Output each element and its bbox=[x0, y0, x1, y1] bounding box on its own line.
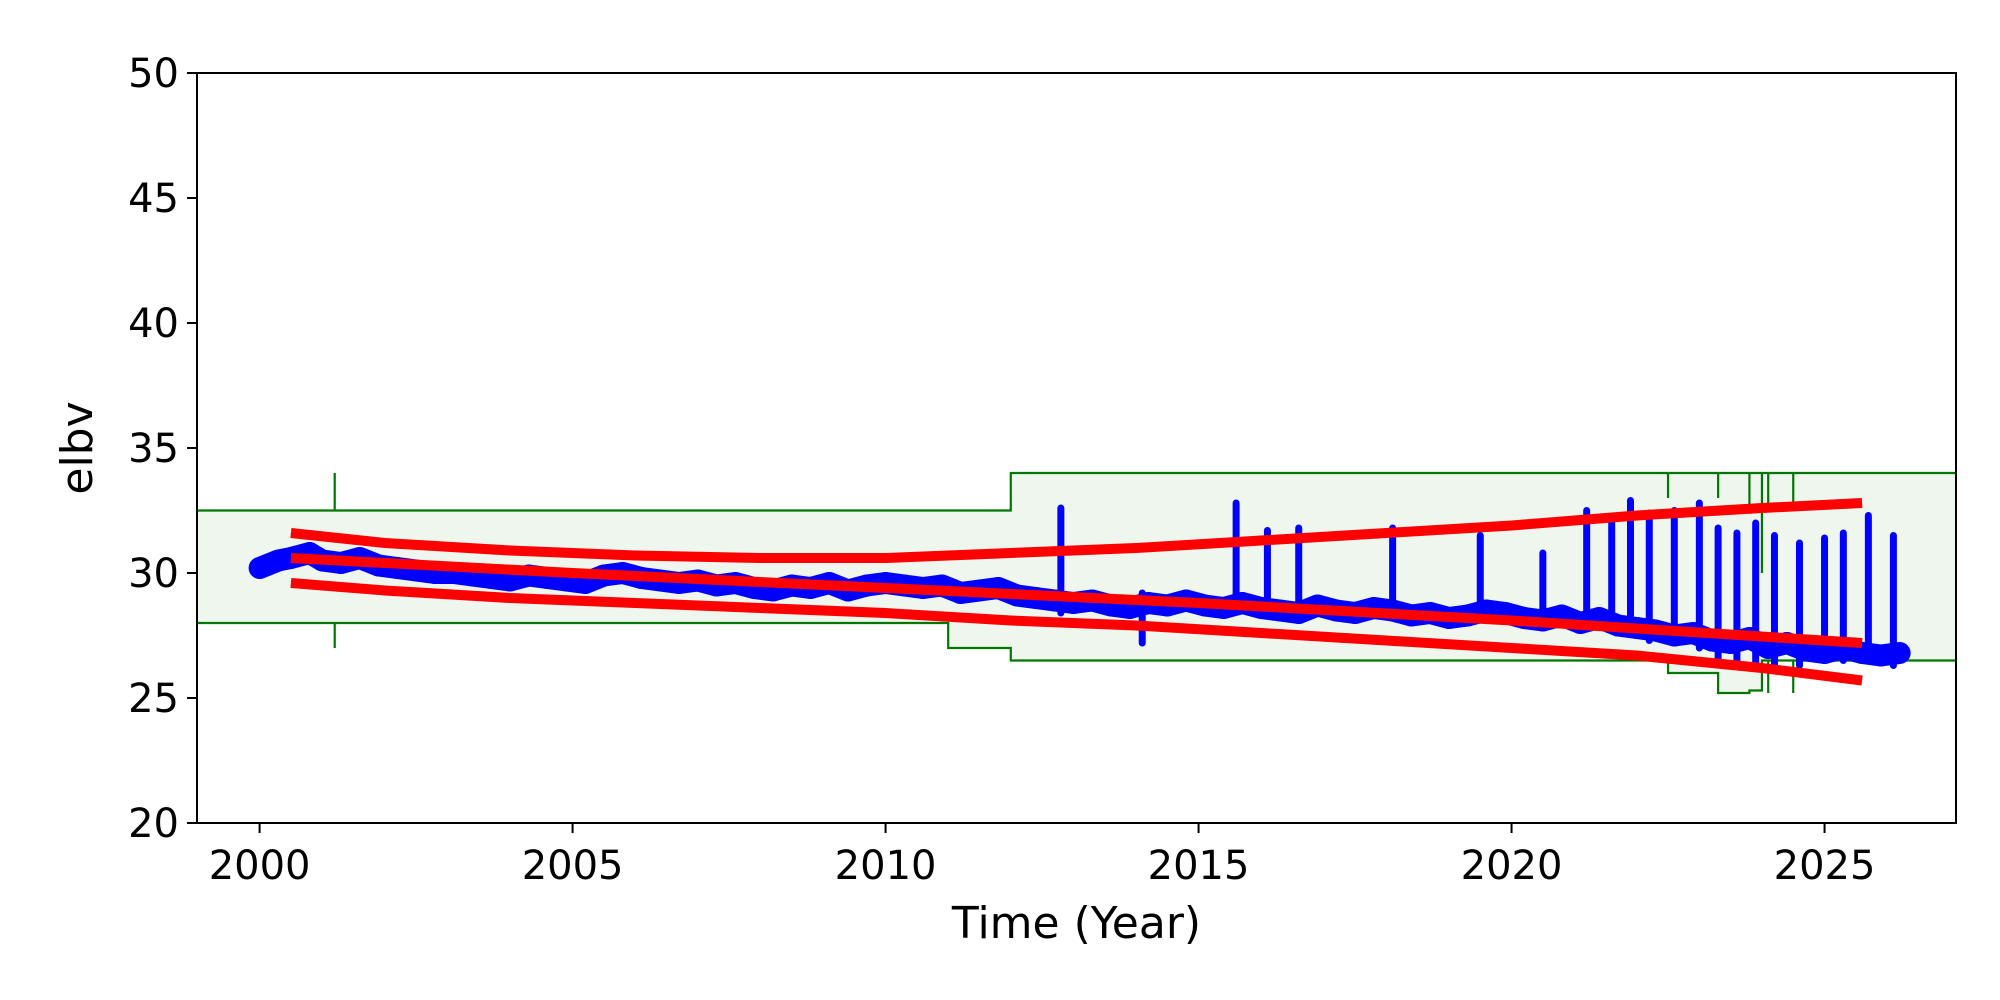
scatter-point bbox=[1874, 649, 1887, 662]
scatter-point bbox=[579, 577, 592, 589]
scatter-point bbox=[1555, 609, 1568, 622]
x-tick-label: 2005 bbox=[522, 843, 624, 889]
y-tick-label: 25 bbox=[128, 676, 179, 722]
trend-lines bbox=[290, 498, 1863, 686]
x-axis-label: Time (Year) bbox=[951, 898, 1201, 949]
x-tick-label: 2010 bbox=[835, 843, 937, 889]
y-axis-label: elbv bbox=[52, 401, 103, 494]
y-tick-label: 35 bbox=[128, 426, 179, 472]
y-tick-label: 30 bbox=[128, 551, 179, 597]
trend-line-2 bbox=[290, 553, 1863, 648]
y-tick-label: 50 bbox=[128, 51, 179, 97]
scatter-point bbox=[485, 572, 498, 584]
lower-limit-line bbox=[197, 621, 1956, 695]
y-tick-label: 45 bbox=[128, 176, 179, 222]
x-tick-label: 2025 bbox=[1774, 843, 1876, 889]
x-tick-label: 2015 bbox=[1148, 843, 1250, 889]
x-tick-label: 2000 bbox=[209, 843, 311, 889]
trend-line-1 bbox=[290, 498, 1863, 563]
y-tick-label: 20 bbox=[128, 801, 179, 847]
y-tick-label: 40 bbox=[128, 301, 179, 347]
plot-frame bbox=[196, 72, 1957, 824]
scatter-point bbox=[503, 574, 516, 587]
upper-limit-line bbox=[197, 471, 1956, 512]
scatter-point bbox=[253, 562, 266, 574]
scatter-point bbox=[1123, 602, 1136, 614]
x-tick-label: 2020 bbox=[1461, 843, 1563, 889]
scatter-point bbox=[272, 554, 285, 567]
trend-line-3 bbox=[290, 578, 1863, 686]
